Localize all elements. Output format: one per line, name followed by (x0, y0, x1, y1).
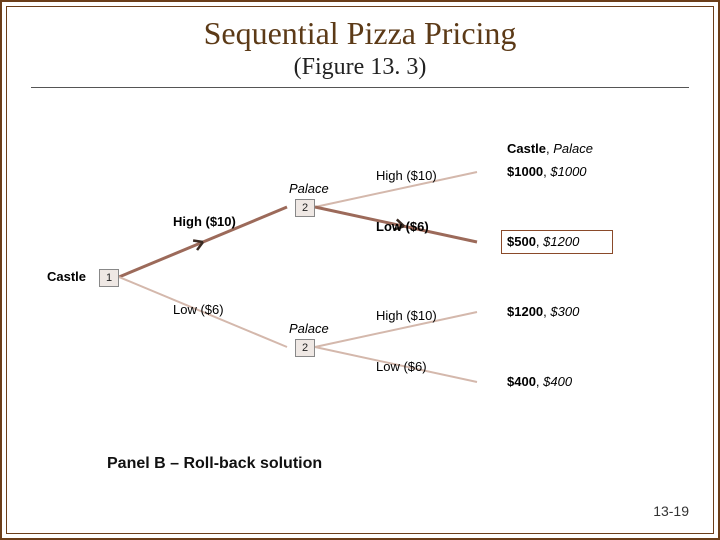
palace-label-p2: Palace (289, 321, 329, 336)
payoff-2: $1200, $300 (507, 304, 579, 319)
palace-branch-3: Low ($6) (376, 359, 427, 374)
slide-subtitle: (Figure 13. 3) (7, 54, 713, 81)
payoff-header: Castle, Palace (507, 141, 593, 156)
payoff-3: $400, $400 (507, 374, 572, 389)
castle-branch-high: High ($10) (173, 214, 236, 229)
root-node: 1 (99, 269, 119, 287)
payoff-highlight (501, 230, 613, 254)
slide-outer-frame: Sequential Pizza Pricing (Figure 13. 3) … (0, 0, 720, 540)
root-label: Castle (47, 269, 86, 284)
palace-branch-1: Low ($6) (376, 219, 429, 234)
game-tree: Castle 1 High ($10) Low ($6) Palace 2 Palace 2 H… (7, 117, 720, 447)
panel-caption: Panel B – Roll-back solution (107, 455, 322, 473)
payoff-0: $1000, $1000 (507, 164, 587, 179)
castle-branch-low: Low ($6) (173, 302, 224, 317)
palace-node-p1: 2 (295, 199, 315, 217)
palace-branch-2: High ($10) (376, 308, 437, 323)
palace-label-p1: Palace (289, 181, 329, 196)
page-number: 13-19 (653, 503, 689, 519)
slide-inner-frame: Sequential Pizza Pricing (Figure 13. 3) … (6, 6, 714, 534)
palace-node-p2: 2 (295, 339, 315, 357)
title-divider (31, 87, 689, 88)
slide-title: Sequential Pizza Pricing (7, 15, 713, 52)
palace-branch-0: High ($10) (376, 168, 437, 183)
